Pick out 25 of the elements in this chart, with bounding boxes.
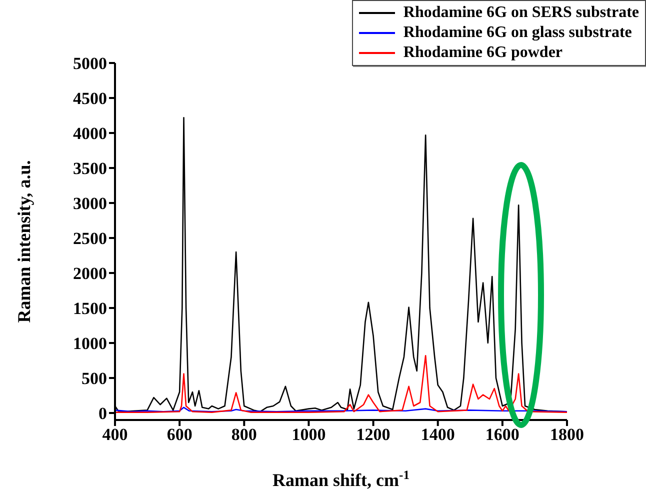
y-tick-label: 3500 (73, 159, 107, 178)
x-tick-label: 1400 (420, 425, 455, 444)
y-tick-label: 2000 (73, 264, 107, 284)
y-tick-label: 5000 (73, 54, 107, 74)
y-tick-label: 1500 (73, 299, 107, 318)
x-tick-label: 400 (102, 425, 128, 444)
y-tick-label: 1000 (73, 334, 107, 354)
x-tick-label: 1000 (292, 425, 326, 444)
y-tick-label: 2500 (73, 229, 107, 248)
y-tick-label: 500 (82, 369, 107, 388)
x-axis-title: Raman shift, cm$^{-1}$ (272, 468, 410, 490)
line-series (115, 354, 567, 413)
x-tick-label: 800 (231, 425, 257, 444)
y-tick-label: 4000 (73, 124, 107, 144)
x-tick-label: 1200 (356, 425, 390, 444)
y-tick-label: 0 (98, 404, 107, 424)
x-tick-label: 1800 (550, 425, 584, 444)
x-tick-label: 1600 (485, 425, 520, 444)
legend-label: Rhodamine 6G powder (403, 43, 563, 63)
y-tick-label: 4500 (73, 89, 107, 108)
y-tick-label: 3000 (73, 194, 107, 214)
x-tick-label: 600 (166, 425, 192, 444)
legend-label: Rhodamine 6G on SERS substrate (403, 3, 639, 23)
y-axis-title: Raman intensity, a.u. (14, 160, 34, 323)
legend-label: Rhodamine 6G on glass substrate (403, 23, 632, 43)
